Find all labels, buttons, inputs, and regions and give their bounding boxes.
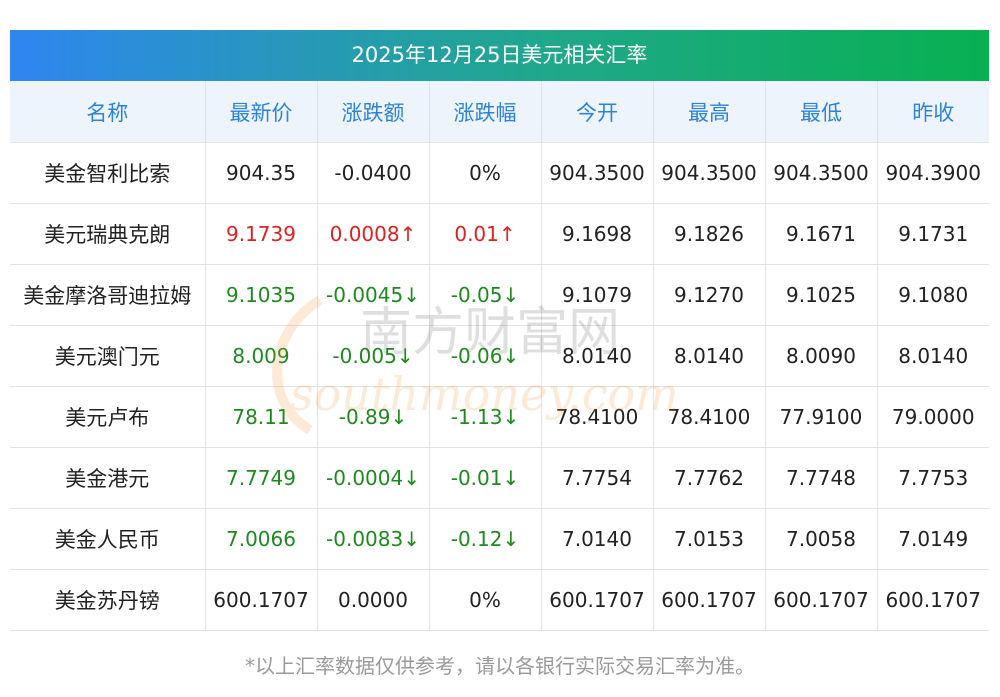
latest-price-cell: 78.11 [205, 386, 318, 448]
open-price-cell: 904.3500 [541, 142, 654, 204]
latest-price-cell: 7.7749 [205, 447, 318, 509]
currency-name-cell: 美金人民币 [10, 508, 206, 570]
column-header-change-pct: 涨跌幅 [429, 81, 542, 143]
low-price-cell: 904.3500 [765, 142, 878, 204]
prev-close-cell: 904.3900 [877, 142, 989, 204]
latest-price-cell: 904.35 [205, 142, 318, 204]
change-amount-cell: -0.0045↓ [317, 264, 430, 326]
high-price-cell: 7.0153 [653, 508, 766, 570]
change-percent-cell: -0.01↓ [429, 447, 542, 509]
exchange-rate-table: 名称 最新价 涨跌额 涨跌幅 今开 最高 最低 昨收 美金智利比索 904.35-… [10, 81, 989, 631]
header-row: 名称 最新价 涨跌额 涨跌幅 今开 最高 最低 昨收 [10, 81, 989, 143]
prev-close-cell: 8.0140 [877, 325, 989, 387]
prev-close-cell: 9.1731 [877, 203, 989, 265]
low-price-cell: 600.1707 [765, 569, 878, 631]
open-price-cell: 7.7754 [541, 447, 654, 509]
change-amount-cell: 0.0000 [317, 569, 430, 631]
column-header-open: 今开 [541, 81, 654, 143]
change-percent-cell: -0.12↓ [429, 508, 542, 570]
open-price-cell: 7.0140 [541, 508, 654, 570]
low-price-cell: 9.1671 [765, 203, 878, 265]
currency-name-cell: 美金摩洛哥迪拉姆 [10, 264, 206, 326]
table-row: 美金摩洛哥迪拉姆 9.1035 -0.0045↓ -0.05↓ 9.1079 9.1270… [10, 264, 989, 326]
prev-close-cell: 79.0000 [877, 386, 989, 448]
change-percent-cell: -1.13↓ [429, 386, 542, 448]
change-amount-cell: -0.0083↓ [317, 508, 430, 570]
change-amount-cell: 0.0008↑ [317, 203, 430, 265]
currency-name-cell: 美元瑞典克朗 [10, 203, 206, 265]
column-header-name: 名称 [10, 81, 206, 143]
high-price-cell: 9.1270 [653, 264, 766, 326]
high-price-cell: 78.4100 [653, 386, 766, 448]
change-percent-cell: -0.06↓ [429, 325, 542, 387]
change-percent-cell: 0% [429, 569, 542, 631]
low-price-cell: 8.0090 [765, 325, 878, 387]
latest-price-cell: 8.009 [205, 325, 318, 387]
open-price-cell: 8.0140 [541, 325, 654, 387]
table-row: 美金港元 7.7749 -0.0004↓ -0.01↓ 7.7754 7.7762 7.77… [10, 447, 989, 509]
prev-close-cell: 7.0149 [877, 508, 989, 570]
open-price-cell: 600.1707 [541, 569, 654, 631]
table-row: 美金苏丹镑 600.1707 0.0000 0% 600.1707 600.1707 600… [10, 569, 989, 631]
change-percent-cell: 0% [429, 142, 542, 204]
table-row: 美金人民币 7.0066 -0.0083↓ -0.12↓ 7.0140 7.0153 7.0… [10, 508, 989, 570]
change-amount-cell: -0.0400 [317, 142, 430, 204]
low-price-cell: 77.9100 [765, 386, 878, 448]
change-amount-cell: -0.89↓ [317, 386, 430, 448]
currency-name-cell: 美元卢布 [10, 386, 206, 448]
prev-close-cell: 600.1707 [877, 569, 989, 631]
change-amount-cell: -0.0004↓ [317, 447, 430, 509]
table-row: 美元澳门元 8.009 -0.005↓ -0.06↓ 8.0140 8.0140 8.009… [10, 325, 989, 387]
currency-name-cell: 美金港元 [10, 447, 206, 509]
latest-price-cell: 7.0066 [205, 508, 318, 570]
currency-name-cell: 美金苏丹镑 [10, 569, 206, 631]
column-header-low: 最低 [765, 81, 878, 143]
rate-table-container: 2025年12月25日美元相关汇率 名称 最新价 涨跌额 涨跌幅 今开 最高 最… [10, 30, 989, 631]
low-price-cell: 9.1025 [765, 264, 878, 326]
low-price-cell: 7.7748 [765, 447, 878, 509]
column-header-latest: 最新价 [205, 81, 318, 143]
open-price-cell: 78.4100 [541, 386, 654, 448]
change-percent-cell: -0.05↓ [429, 264, 542, 326]
table-title: 2025年12月25日美元相关汇率 [10, 30, 989, 81]
table-row: 美元瑞典克朗 9.1739 0.0008↑ 0.01↑ 9.1698 9.1826 9.16… [10, 203, 989, 265]
high-price-cell: 600.1707 [653, 569, 766, 631]
latest-price-cell: 9.1035 [205, 264, 318, 326]
high-price-cell: 7.7762 [653, 447, 766, 509]
latest-price-cell: 9.1739 [205, 203, 318, 265]
currency-name-cell: 美金智利比索 [10, 142, 206, 204]
change-percent-cell: 0.01↑ [429, 203, 542, 265]
high-price-cell: 9.1826 [653, 203, 766, 265]
low-price-cell: 7.0058 [765, 508, 878, 570]
high-price-cell: 8.0140 [653, 325, 766, 387]
prev-close-cell: 7.7753 [877, 447, 989, 509]
table-row: 美金智利比索 904.35 -0.0400 0% 904.3500 904.3500 904… [10, 142, 989, 204]
change-amount-cell: -0.005↓ [317, 325, 430, 387]
currency-name-cell: 美元澳门元 [10, 325, 206, 387]
column-header-prev-close: 昨收 [877, 81, 989, 143]
column-header-change: 涨跌额 [317, 81, 430, 143]
column-header-high: 最高 [653, 81, 766, 143]
open-price-cell: 9.1698 [541, 203, 654, 265]
high-price-cell: 904.3500 [653, 142, 766, 204]
table-row: 美元卢布 78.11 -0.89↓ -1.13↓ 78.4100 78.4100 77.91… [10, 386, 989, 448]
latest-price-cell: 600.1707 [205, 569, 318, 631]
prev-close-cell: 9.1080 [877, 264, 989, 326]
disclaimer-footnote: *以上汇率数据仅供参考，请以各银行实际交易汇率为准。 [245, 654, 755, 678]
open-price-cell: 9.1079 [541, 264, 654, 326]
